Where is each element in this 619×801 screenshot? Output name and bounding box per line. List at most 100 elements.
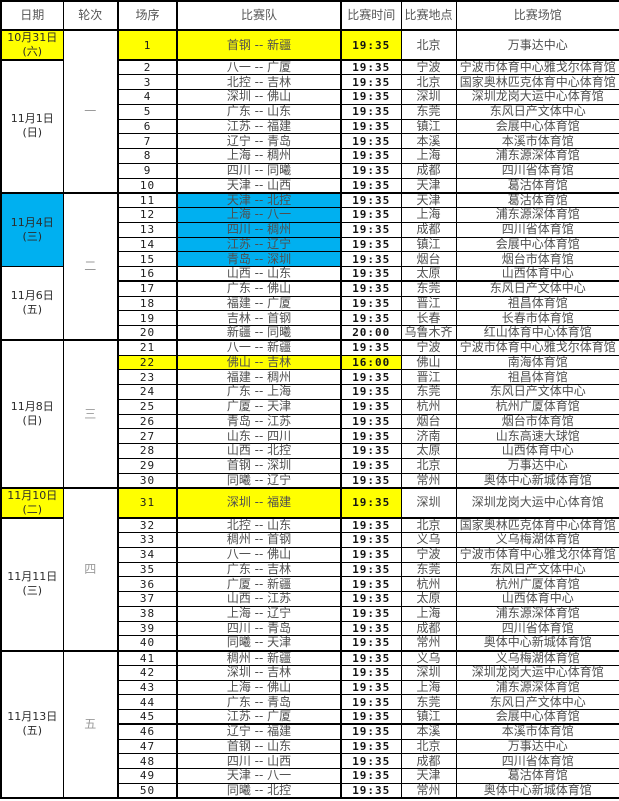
- match-number-cell: 20: [117, 325, 178, 342]
- teams-cell: 同曦 -- 辽宁: [176, 472, 342, 489]
- location-cell: 杭州: [400, 398, 457, 415]
- venue-cell: 葛沽体育馆: [455, 177, 619, 194]
- venue-cell: 东风日产文体中心: [455, 561, 619, 578]
- venue-cell: 四川省体育馆: [455, 221, 619, 238]
- date-label: 10月31日: [7, 31, 58, 44]
- time-cell: 19:35: [340, 207, 402, 223]
- header-date: 日期: [0, 0, 64, 31]
- venue-cell: 国家奥林匹克体育中心体育馆: [455, 517, 619, 533]
- location-cell: 东莞: [400, 103, 457, 120]
- location-cell: 镇江: [400, 709, 457, 726]
- match-number-cell: 43: [117, 679, 178, 696]
- date-cell: 10月31日 (六): [0, 29, 64, 61]
- location-cell: 北京: [400, 457, 457, 474]
- match-number-cell: 46: [117, 723, 178, 740]
- venue-cell: 四川省体育馆: [455, 620, 619, 637]
- date-cell: 11月4日 (三): [0, 192, 64, 267]
- venue-cell: 红山体育中心体育馆: [455, 325, 619, 342]
- match-number-cell: 19: [117, 310, 178, 326]
- match-number-cell: 42: [117, 664, 178, 681]
- table-row: 42 深圳 -- 吉林 19:35 深圳 深圳龙岗大运中心体育馆: [1, 664, 619, 681]
- venue-cell: 宁波市体育中心雅戈尔体育馆: [455, 339, 619, 356]
- match-number-cell: 9: [117, 162, 178, 179]
- table-row: 11月6日 (五) 16 山西 -- 山东 19:35 太原 山西体育中心: [0, 266, 619, 342]
- venue-cell: 深圳龙岗大运中心体育馆: [455, 487, 619, 519]
- table-row: 10月31日 (六) 一 1 首钢 -- 新疆 19:35 北京 万事达中心: [0, 29, 619, 194]
- venue-cell: 山东高速大球馆: [455, 428, 619, 444]
- table-row: 28 山西 -- 北控 19:35 太原 山西体育中心: [1, 443, 619, 459]
- table-row: 40 同曦 -- 天津 19:35 常州 奥体中心新城体育馆: [1, 635, 619, 652]
- time-cell: 19:35: [340, 192, 402, 208]
- location-cell: 常州: [400, 635, 457, 652]
- table-row: 18 福建 -- 广厦 19:35 晋江 祖昌体育馆: [1, 295, 619, 312]
- match-number-cell: 41: [117, 650, 178, 666]
- location-cell: 晋江: [400, 369, 457, 385]
- date-cell: 11月13日 (五): [0, 650, 64, 799]
- table-row: 20 新疆 -- 同曦 20:00 乌鲁木齐 红山体育中心体育馆: [1, 325, 619, 342]
- weekday-label: (三): [22, 584, 43, 598]
- teams-cell: 江苏 -- 广厦: [176, 709, 342, 726]
- time-cell: 19:35: [340, 413, 402, 430]
- venue-cell: 东风日产文体中心: [455, 384, 619, 400]
- venue-cell: 葛沽体育馆: [455, 192, 619, 208]
- table-row: 24 广东 -- 上海 19:35 东莞 东风日产文体中心: [1, 384, 619, 400]
- teams-cell: 青岛 -- 深圳: [176, 251, 342, 267]
- table-row: 9 四川 -- 同曦 19:35 成都 四川省体育馆: [1, 162, 619, 179]
- match-number-cell: 23: [117, 369, 178, 385]
- time-cell: 19:35: [340, 103, 402, 120]
- venue-cell: 浦东源深体育馆: [455, 605, 619, 622]
- venue-cell: 奥体中心新城体育馆: [455, 635, 619, 652]
- date-label: 11月8日: [10, 400, 54, 413]
- time-cell: 19:35: [340, 517, 402, 533]
- venue-cell: 万事达中心: [455, 457, 619, 474]
- time-cell: 19:35: [340, 694, 402, 710]
- time-cell: 19:35: [340, 148, 402, 164]
- venue-cell: 烟台市体育馆: [455, 413, 619, 430]
- match-number-cell: 12: [117, 207, 178, 223]
- match-number-cell: 24: [117, 384, 178, 400]
- location-cell: 东莞: [400, 384, 457, 400]
- location-cell: 北京: [400, 517, 457, 533]
- time-cell: 19:35: [340, 133, 402, 149]
- time-cell: 19:35: [340, 162, 402, 179]
- weekday-label: (三): [22, 229, 43, 243]
- table-row: 5 广东 -- 山东 19:35 东莞 东风日产文体中心: [1, 103, 619, 120]
- time-cell: 19:35: [340, 398, 402, 415]
- venue-cell: 南海体育馆: [455, 354, 619, 371]
- time-cell: 19:35: [340, 561, 402, 578]
- location-cell: 镇江: [400, 236, 457, 253]
- match-number-cell: 15: [117, 251, 178, 267]
- location-cell: 东莞: [400, 694, 457, 710]
- venue-cell: 奥体中心新城体育馆: [455, 782, 619, 799]
- time-cell: 19:35: [340, 118, 402, 135]
- location-cell: 宁波: [400, 59, 457, 76]
- venue-cell: 葛沽体育馆: [455, 768, 619, 784]
- match-number-cell: 38: [117, 605, 178, 622]
- header-order: 场序: [117, 0, 178, 31]
- time-cell: 19:35: [340, 74, 402, 90]
- venue-cell: 本溪市体育馆: [455, 723, 619, 740]
- teams-cell: 上海 -- 辽宁: [176, 605, 342, 622]
- table-row: 11月11日 (三) 32 北控 -- 山东 19:35 北京 国家奥林匹克体育中心体育馆: [0, 517, 619, 652]
- teams-cell: 天津 -- 八一: [176, 768, 342, 784]
- table-row: 27 山东 -- 四川 19:35 济南 山东高速大球馆: [1, 428, 619, 444]
- time-cell: 19:35: [340, 576, 402, 592]
- location-cell: 宁波: [400, 546, 457, 563]
- header-location: 比赛地点: [400, 0, 457, 31]
- weekday-label: (二): [22, 502, 43, 516]
- time-cell: 19:35: [340, 384, 402, 400]
- date-label: 11月11日: [7, 570, 58, 584]
- location-cell: 太原: [400, 443, 457, 459]
- match-number-cell: 40: [117, 635, 178, 652]
- venue-cell: 会展中心体育馆: [455, 709, 619, 726]
- venue-cell: 东风日产文体中心: [455, 280, 619, 297]
- time-cell: 19:35: [340, 709, 402, 726]
- teams-cell: 广东 -- 山东: [176, 103, 342, 120]
- date-cell: 11月11日 (三): [0, 517, 64, 652]
- match-number-cell: 48: [117, 753, 178, 769]
- table-row: 35 广东 -- 吉林 19:35 东莞 东风日产文体中心: [1, 561, 619, 578]
- teams-cell: 广东 -- 佛山: [176, 280, 342, 297]
- time-cell: 19:35: [340, 532, 402, 548]
- date-cell: 11月1日 (日): [0, 59, 64, 194]
